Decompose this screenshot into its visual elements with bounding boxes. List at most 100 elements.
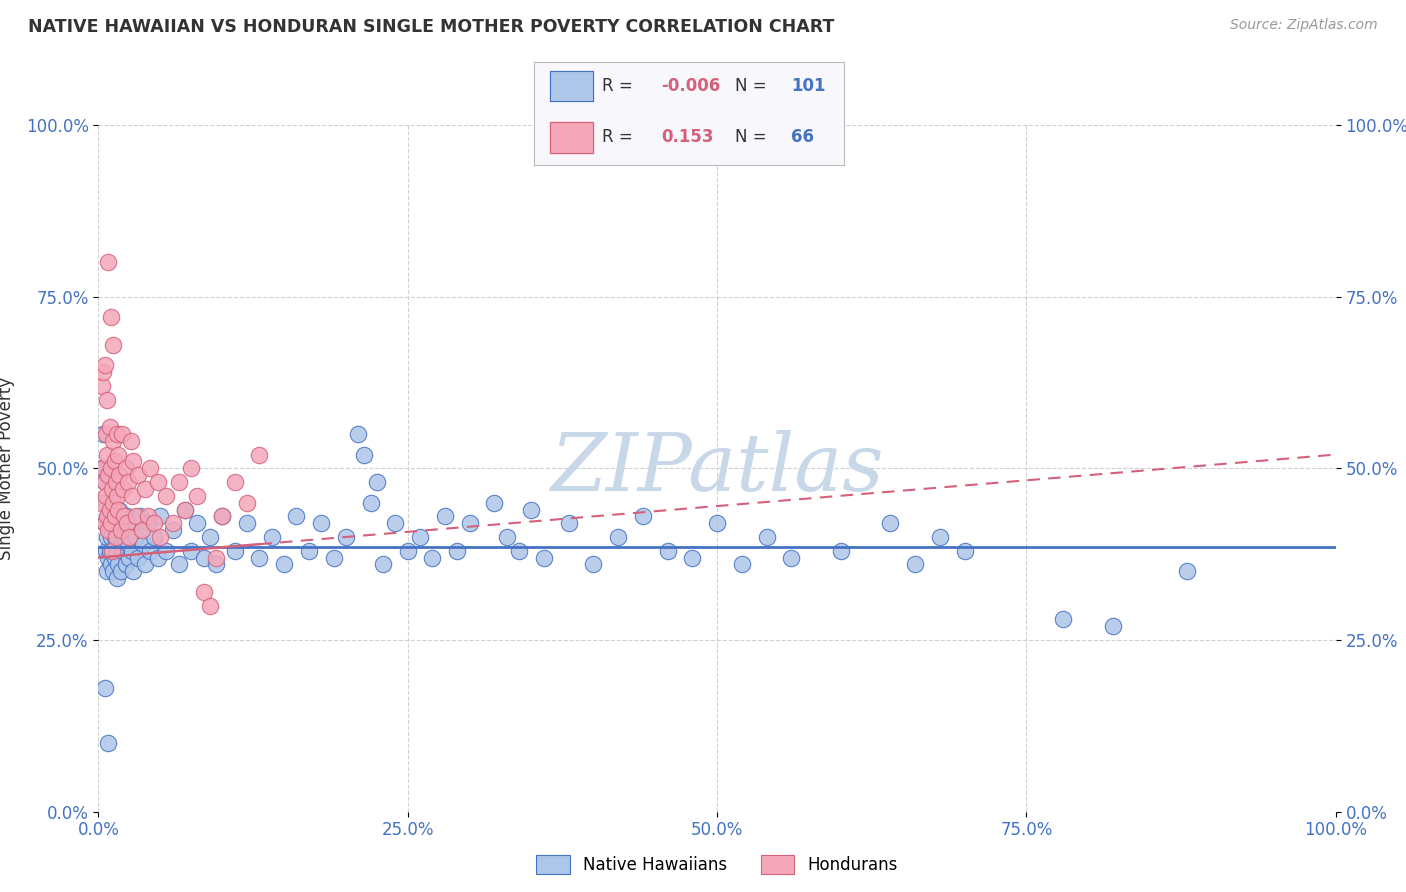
Point bbox=[273, 558, 295, 572]
Point bbox=[149, 509, 172, 524]
Point bbox=[93, 681, 115, 695]
Point bbox=[631, 509, 654, 524]
Point bbox=[108, 502, 131, 516]
Point bbox=[384, 516, 406, 531]
Point bbox=[117, 475, 139, 489]
Point bbox=[91, 495, 114, 509]
Point bbox=[100, 310, 122, 325]
Point bbox=[104, 509, 127, 524]
Point bbox=[105, 426, 128, 441]
Point bbox=[904, 558, 927, 572]
Point bbox=[111, 516, 134, 531]
Point bbox=[780, 550, 803, 565]
Point bbox=[93, 475, 115, 489]
Point bbox=[755, 530, 778, 544]
Point bbox=[193, 585, 215, 599]
Point bbox=[484, 495, 506, 509]
Point bbox=[103, 454, 125, 468]
Point bbox=[97, 468, 120, 483]
Text: 101: 101 bbox=[792, 77, 825, 95]
Point bbox=[495, 530, 517, 544]
Point bbox=[446, 543, 468, 558]
Point bbox=[1052, 612, 1074, 626]
Point bbox=[143, 516, 166, 531]
Point bbox=[136, 509, 159, 524]
Point bbox=[115, 516, 138, 531]
Point bbox=[198, 530, 221, 544]
Point bbox=[557, 516, 579, 531]
Point bbox=[101, 516, 124, 531]
Point bbox=[360, 495, 382, 509]
Point bbox=[96, 392, 118, 407]
Point bbox=[91, 461, 114, 475]
Point bbox=[193, 550, 215, 565]
Point bbox=[146, 475, 169, 489]
Point bbox=[433, 509, 456, 524]
Point bbox=[114, 461, 136, 475]
Point bbox=[107, 502, 129, 516]
Point bbox=[105, 489, 128, 503]
Point bbox=[953, 543, 976, 558]
Point bbox=[97, 550, 120, 565]
Point bbox=[298, 543, 321, 558]
Point bbox=[879, 516, 901, 531]
Point bbox=[124, 509, 146, 524]
Point bbox=[96, 565, 118, 579]
Point bbox=[93, 426, 115, 441]
Point bbox=[205, 550, 228, 565]
Point bbox=[167, 475, 190, 489]
Point bbox=[371, 558, 394, 572]
Point bbox=[96, 448, 118, 462]
Text: -0.006: -0.006 bbox=[661, 77, 720, 95]
Point bbox=[100, 516, 122, 531]
Point bbox=[582, 558, 605, 572]
Point bbox=[127, 468, 149, 483]
Point bbox=[149, 530, 172, 544]
Point bbox=[127, 550, 149, 565]
Point bbox=[93, 461, 115, 475]
Point bbox=[107, 448, 129, 462]
Text: NATIVE HAWAIIAN VS HONDURAN SINGLE MOTHER POVERTY CORRELATION CHART: NATIVE HAWAIIAN VS HONDURAN SINGLE MOTHE… bbox=[28, 18, 835, 36]
Point bbox=[101, 543, 124, 558]
Point bbox=[409, 530, 432, 544]
Point bbox=[167, 558, 190, 572]
Point bbox=[91, 379, 114, 393]
Point bbox=[285, 509, 308, 524]
Point bbox=[100, 461, 122, 475]
Point bbox=[93, 516, 115, 531]
Text: Source: ZipAtlas.com: Source: ZipAtlas.com bbox=[1230, 18, 1378, 32]
Point bbox=[94, 426, 117, 441]
Point bbox=[93, 358, 115, 373]
Point bbox=[94, 489, 117, 503]
Point bbox=[96, 530, 118, 544]
Point bbox=[103, 495, 125, 509]
Point bbox=[103, 434, 125, 448]
Point bbox=[174, 502, 197, 516]
Y-axis label: Single Mother Poverty: Single Mother Poverty bbox=[0, 376, 14, 560]
Point bbox=[114, 558, 136, 572]
FancyBboxPatch shape bbox=[550, 122, 593, 153]
Point bbox=[134, 482, 156, 496]
Point bbox=[366, 475, 388, 489]
Point bbox=[211, 509, 233, 524]
Point bbox=[110, 537, 132, 551]
Point bbox=[186, 489, 208, 503]
Point bbox=[155, 489, 177, 503]
Point bbox=[396, 543, 419, 558]
Point bbox=[211, 509, 233, 524]
Point bbox=[122, 454, 145, 468]
Point bbox=[97, 255, 120, 269]
Point bbox=[247, 448, 270, 462]
Point bbox=[180, 461, 202, 475]
Point bbox=[105, 543, 128, 558]
Point bbox=[93, 365, 115, 379]
Point bbox=[1175, 565, 1198, 579]
Point bbox=[107, 558, 129, 572]
Point bbox=[93, 475, 115, 489]
Point bbox=[104, 475, 127, 489]
Point bbox=[681, 550, 703, 565]
Point bbox=[139, 543, 162, 558]
Point bbox=[112, 530, 135, 544]
FancyBboxPatch shape bbox=[550, 70, 593, 102]
Point bbox=[111, 426, 134, 441]
